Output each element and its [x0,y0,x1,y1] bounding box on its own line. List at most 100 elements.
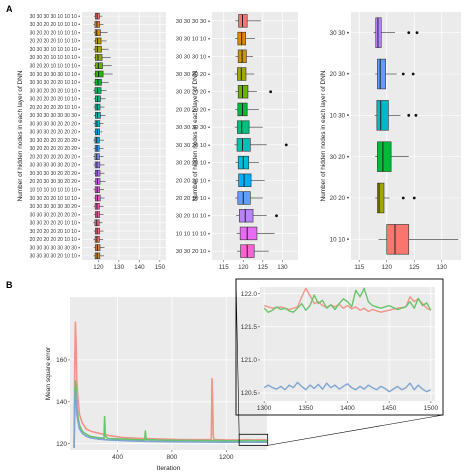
category-label: 30 30 20 20 • [176,72,210,78]
category-label: 30 20 20 20 • [176,90,210,96]
category-label: 30 30 30 30 30 30 20 • [30,204,81,210]
category-label: 10 10 10 10 10 10 10 • [30,187,81,193]
y-axis-label: Number of hidden nodes in each layer of … [320,70,327,201]
tick-label-y: 120 [56,441,67,448]
category-label: 30 30 30 30 30 10 10 • [30,72,81,78]
box [94,161,101,169]
plot-background [82,12,166,260]
connector-line [267,414,444,446]
tick-label-y: 121.0 [241,357,258,364]
tick-label-x: 115 [354,264,364,271]
outlier-point [401,196,405,200]
tick-label-x: 125 [258,264,269,271]
series-line [73,321,268,448]
category-label: 20 20 20 20 10 10 10 • [30,39,81,45]
plot-background [212,12,298,260]
tick-label-x: 130 [114,264,125,271]
box [386,224,410,255]
outlier-point [284,143,288,147]
category-label: 30 30 10 10 • [176,37,210,43]
tick-label-y: 160 [56,357,67,364]
category-label: 10 10 • [330,237,349,244]
tick-label-x: 1300 [257,405,272,412]
y-axis-label: Number of hidden nodes in each layer of … [192,70,199,201]
panel-label-a: A [6,4,13,14]
outlier-point [269,90,273,94]
line-plot-b: 400 800 1200 120 140 160 Iteration Mean square … [45,278,444,472]
plot-background [70,297,267,450]
category-label: 30 30 20 10 • [176,249,210,255]
tick-label-x: 120 [238,264,249,271]
tick-label-x: 150 [155,264,166,271]
box-plot-a2: 115 120 125 130 30 30 30 30 • 30 30 10 10 • 30… [176,12,298,271]
box [377,58,386,90]
tick-label-x: 125 [409,264,420,271]
category-label: 30 20 20 20 20 20 20 • [30,146,81,152]
category-label: 30 20 20 10 10 10 10 • [30,63,81,69]
tick-label-x: 800 [166,454,177,461]
category-label: 30 30 30 30 30 30 30 • [30,113,81,119]
box [95,169,101,177]
category-label: 30 30 30 20 20 20 20 • [30,212,81,218]
tick-label-x: 130 [277,264,288,271]
box [375,17,382,48]
box [95,62,103,70]
tick-label-x: 1200 [219,454,234,461]
plot-background [351,12,461,260]
tick-label-y: 140 [56,399,67,406]
y-axis-label: Mean square error [45,346,52,400]
outlier-point [401,72,405,76]
tick-label-x: 130 [437,264,448,271]
category-label: 10 30 • [330,113,349,120]
category-label: 30 30 20 20 10 10 10 • [30,196,81,202]
box [95,37,102,45]
panel-label-b: B [6,280,13,290]
tick-label-x: 140 [134,264,145,271]
box [237,120,250,134]
tick-label-x: 1350 [299,405,314,412]
tick-label-x: 1500 [424,405,439,412]
outlier-point [407,113,411,117]
outlier-point [411,72,415,76]
category-label: 30 20 10 10 • [176,214,210,220]
category-label: 30 30 20 20 20 10 10 • [30,221,81,227]
box [239,226,258,241]
box [236,138,251,152]
category-label: 30 20 20 10 • [176,161,210,167]
category-label: 30 30 30 30 20 20 20 • [30,171,81,177]
category-label: 20 20 30 30 30 20 20 • [30,179,81,185]
category-label: 20 20 20 20 • [176,107,210,113]
category-label: 20 20 20 20 20 20 20 • [30,154,81,160]
category-label: 30 30 20 20 20 20 20 • [30,138,81,144]
box [95,70,104,78]
category-label: 10 10 10 10 • [176,231,210,237]
zoom-box [238,433,269,446]
outlier-point [414,113,418,117]
category-label: 30 30 20 10 • [176,143,210,149]
outlier-point [412,196,416,200]
box [237,191,251,205]
category-label: 30 20 20 20 10 10 10 • [30,30,81,36]
category-label: 30 30 20 20 20 10 10 • [30,88,81,94]
tick-label-x: 1400 [340,405,355,412]
category-label: 30 30 30 30 30 20 20 • [30,163,81,169]
y-axis-label: Number of hidden nodes in each layer of … [17,70,24,201]
category-label: 20 20 20 20 20 10 10 • [30,237,81,243]
box [94,45,102,53]
tick-label-y: 120.5 [241,390,258,397]
category-label: 30 30 30 10 • [176,54,210,60]
outlier-point [415,31,419,35]
series-line [263,287,432,313]
category-label: 20 20 10 10 • [176,196,210,202]
series-line [263,287,432,313]
category-label: 30 20 20 20 20 10 10 • [30,229,81,235]
category-label: 30 30 30 30 30 30 30 • [30,245,81,251]
category-label: 20 20 20 20 20 10 10 • [30,105,81,111]
category-label: 30 30 30 30 20 10 10 • [30,254,81,260]
line-plot-b-inset: 1300 1350 1400 1450 1500 120.5 121.0 121.5 122.0 [235,278,444,416]
category-label: 30 30 20 10 10 10 10 • [30,55,81,61]
category-label: 20 20 • [330,195,349,202]
box [94,120,101,127]
box [95,54,103,61]
